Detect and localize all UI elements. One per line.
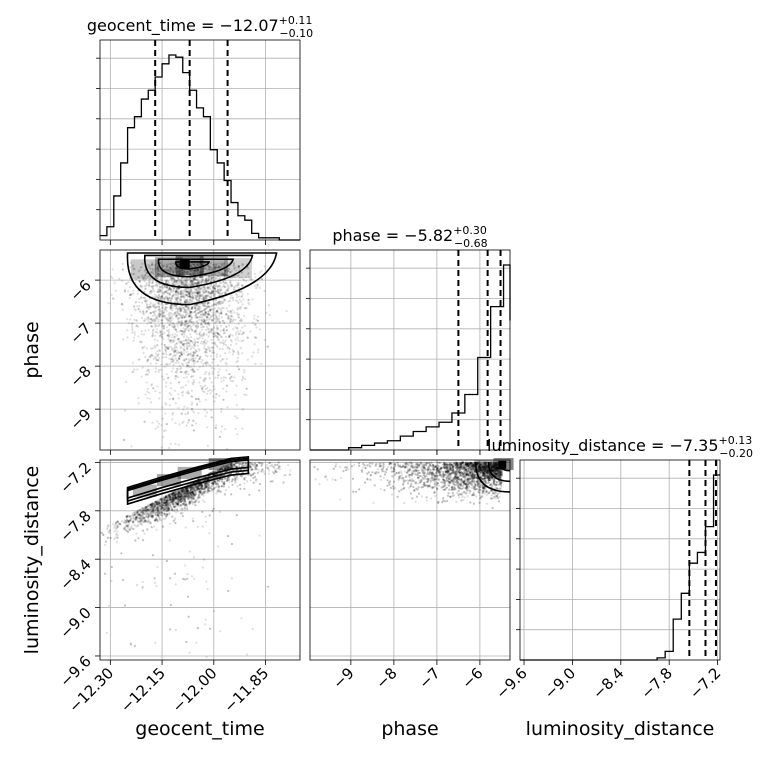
phase-xtick-label: −9 [329,664,357,692]
contour-time-phase [144,254,254,289]
density-cell [482,464,503,477]
xlabel-luminosity-distance: luminosity_distance [526,718,715,740]
luminosity_distance-ytick-label: −7.8 [56,507,94,545]
contour-time-phase [175,261,211,270]
scatter-geocent_time-phase [107,261,288,451]
contour-phase-dist [487,461,511,483]
phase-xtick-label: −7 [415,664,443,692]
phase-ytick-label: −9 [66,405,94,433]
luminosity_distance-ytick-label: −9.0 [56,604,94,642]
hist-phase-steps [310,264,511,451]
phase-xtick-label: −6 [458,664,486,692]
title-geocent_time: geocent_time = −12.07+0.11 −0.10 [87,14,313,40]
hist-luminosity_distance-grid [520,460,720,660]
panel-time-dist-frame [99,459,301,661]
ylabel-phase: phase [21,321,43,378]
panel-phase-dist-grid [310,460,510,660]
geocent_time-xtick-label: −12.00 [169,664,221,716]
panel-time-phase-frame [99,249,301,451]
hist-geocent_time-frame [99,39,301,241]
luminosity_distance-ytick-label: −7.2 [56,459,94,497]
scatter-phase-luminosity_distance [313,461,503,510]
geocent_time-xtick-label: −11.85 [220,664,272,716]
luminosity_distance-xtick-label: −9.0 [541,664,579,702]
luminosity_distance-xtick-label: −8.4 [589,664,627,702]
contour-time-dist [126,455,250,506]
hist-luminosity_distance-frame [519,459,721,661]
density-cell [223,258,252,279]
title-phase: phase = −5.82+0.30 −0.68 [332,224,487,250]
peak-marker [498,460,507,469]
panel-phase-dist-frame [309,459,511,661]
contour-phase-dist [474,461,511,493]
luminosity_distance-xtick-label: −9.6 [492,664,530,702]
luminosity_distance-xtick-label: −7.2 [686,664,724,702]
luminosity_distance-ytick-label: −8.4 [56,555,94,593]
hist-geocent_time-steps [100,54,300,241]
hist-phase-frame [309,249,511,451]
phase-xtick-label: −8 [372,664,400,692]
panel-time-phase-grid [100,250,300,450]
luminosity_distance-xtick-label: −7.8 [638,664,676,702]
ylabel-luminosity-distance: luminosity_distance [21,466,43,655]
xlabel-phase: phase [381,718,438,740]
xlabel-geocent-time: geocent_time [135,718,264,740]
density-cell [130,259,159,280]
hist-phase-grid [310,250,510,450]
contour-time-phase [126,252,278,306]
title-luminosity_distance: luminosity_distance = −7.35+0.13 −0.20 [487,434,753,460]
hist-geocent_time-grid [100,40,300,240]
geocent_time-xtick-label: −12.15 [117,664,169,716]
phase-ytick-label: −6 [66,276,94,304]
contour-time-phase [157,258,235,278]
phase-ytick-label: −7 [66,319,94,347]
phase-ytick-label: −8 [66,362,94,390]
peak-marker [179,258,190,269]
